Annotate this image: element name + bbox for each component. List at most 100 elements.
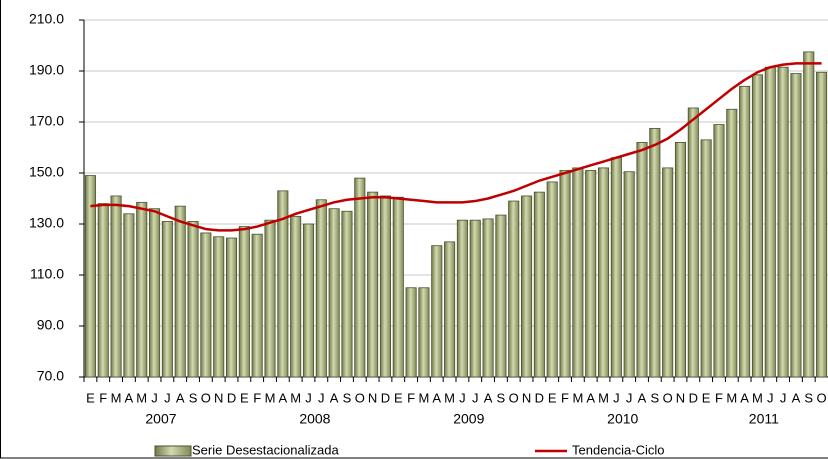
x-tick-label: M (572, 390, 583, 405)
bar (816, 71, 828, 378)
x-tick-label: J (780, 390, 787, 405)
bar (469, 219, 481, 378)
bar (790, 73, 802, 378)
bar (225, 237, 238, 378)
bar (341, 210, 353, 378)
x-group-label: 2011 (749, 411, 779, 427)
bar (354, 177, 366, 378)
x-tick-label: J (164, 390, 171, 405)
x-tick-label: O (355, 390, 365, 405)
x-tick-label: N (214, 390, 223, 405)
x-tick-label: M (444, 390, 455, 405)
x-tick-label: A (792, 390, 801, 405)
x-tick-label: J (459, 390, 466, 405)
bar (251, 233, 263, 378)
bar (277, 190, 289, 378)
bar (84, 175, 96, 378)
x-tick-label: S (497, 390, 506, 405)
bar (572, 167, 584, 378)
x-tick-label: M (290, 390, 301, 405)
y-tick-label: 210.0 (29, 11, 64, 27)
x-tick-label: M (419, 390, 430, 405)
bar (431, 245, 443, 378)
x-tick-label: D (227, 390, 236, 405)
y-tick-label: 130.0 (29, 215, 64, 231)
y-tick-label: 170.0 (29, 113, 64, 129)
x-tick-label: E (394, 390, 403, 405)
bar (418, 287, 430, 378)
bar (662, 167, 674, 378)
x-tick-label: E (702, 390, 711, 405)
bar (533, 191, 545, 378)
x-tick-label: D (381, 390, 390, 405)
bar (636, 141, 648, 378)
y-tick-label: 190.0 (29, 62, 64, 78)
x-tick-label: M (598, 390, 609, 405)
x-tick-label: E (548, 390, 557, 405)
x-tick-label: J (318, 390, 325, 405)
x-tick-label: O (817, 390, 827, 405)
x-tick-label: N (676, 390, 685, 405)
bar (610, 157, 622, 378)
bar (110, 195, 122, 378)
x-group-label: 2009 (453, 411, 484, 427)
bar (687, 107, 699, 378)
x-tick-label: A (278, 390, 287, 405)
x-tick-label: A (638, 390, 647, 405)
x-tick-label: E (240, 390, 249, 405)
bar (546, 181, 558, 378)
bar (623, 171, 635, 378)
bar (726, 108, 738, 378)
x-tick-label: S (189, 390, 198, 405)
bar (187, 221, 199, 378)
legend-label: Tendencia-Ciclo (572, 442, 665, 457)
y-tick-label: 90.0 (37, 317, 64, 333)
bar (149, 208, 161, 378)
legend-swatch (154, 445, 192, 457)
bar (482, 218, 494, 378)
bar (559, 170, 571, 378)
y-tick-label: 150.0 (29, 164, 64, 180)
bar (238, 226, 250, 378)
x-tick-label: J (151, 390, 158, 405)
x-tick-label: A (484, 390, 493, 405)
x-tick-label: M (752, 390, 763, 405)
bar (751, 74, 763, 378)
x-tick-label: O (509, 390, 519, 405)
x-tick-label: M (265, 390, 276, 405)
bar (302, 223, 315, 378)
bar (392, 196, 404, 378)
legend-label: Serie Desestacionalizada (192, 442, 339, 457)
bar (200, 232, 212, 378)
bar (315, 199, 327, 378)
x-tick-label: A (330, 390, 339, 405)
bar (713, 124, 725, 378)
x-tick-label: O (663, 390, 673, 405)
x-group-label: 2010 (607, 411, 638, 427)
x-tick-label: E (86, 390, 95, 405)
x-tick-label: O (201, 390, 211, 405)
y-tick-label: 110.0 (30, 266, 64, 282)
x-tick-label: D (689, 390, 698, 405)
x-tick-label: N (522, 390, 531, 405)
bar (97, 203, 109, 378)
bar (764, 66, 776, 378)
bar (379, 195, 391, 378)
bar (700, 139, 712, 378)
x-tick-label: F (99, 390, 107, 405)
bar (739, 85, 751, 378)
bar (123, 213, 135, 378)
x-group-label: 2008 (299, 411, 330, 427)
x-tick-label: A (176, 390, 185, 405)
bar (161, 221, 173, 378)
bar (367, 191, 379, 378)
x-tick-label: M (111, 390, 122, 405)
x-tick-label: F (253, 390, 261, 405)
x-tick-label: S (343, 390, 352, 405)
x-tick-label: M (136, 390, 147, 405)
bar (290, 215, 302, 378)
bar (521, 195, 533, 378)
x-tick-label: S (804, 390, 813, 405)
x-tick-label: F (407, 390, 415, 405)
